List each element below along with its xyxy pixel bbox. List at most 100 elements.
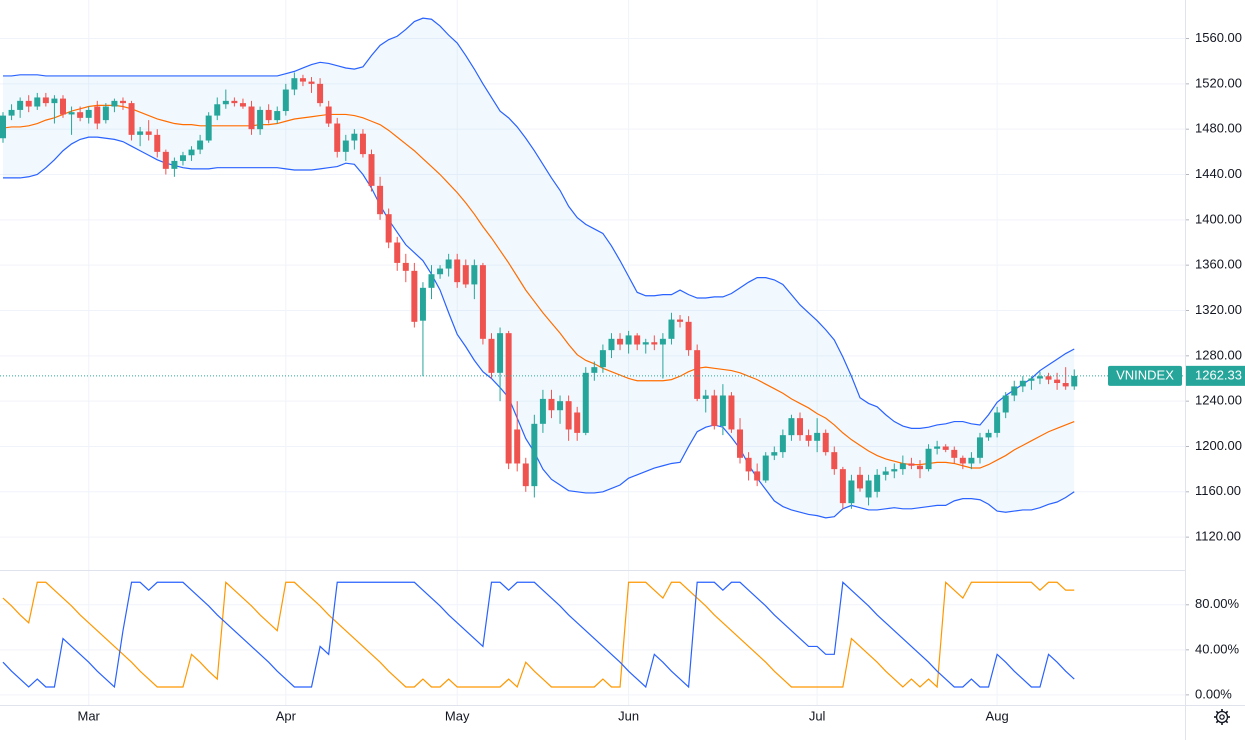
candle-body (599, 350, 606, 368)
candle-body (462, 265, 469, 285)
candle-body (248, 106, 255, 130)
candle-body (8, 109, 15, 116)
candle-body (942, 446, 949, 450)
candle-body (479, 265, 486, 339)
x-tick-label: Jul (809, 708, 826, 723)
candle-body (925, 448, 932, 470)
y-tick-label: 1320.00 (1195, 302, 1242, 317)
indicator-line (2, 580, 1075, 689)
x-tick-label: May (445, 708, 470, 723)
gear-tooth (1215, 710, 1219, 714)
candle-body (0, 115, 6, 139)
candle-body (119, 100, 126, 104)
candle-body (102, 106, 109, 121)
candle-body (377, 185, 384, 215)
candle-body (402, 262, 409, 271)
y-tick-label: 0.00% (1195, 686, 1232, 701)
candle-body (85, 109, 92, 118)
candle-body (771, 452, 778, 456)
candle-body (617, 338, 624, 345)
x-tick-label: Aug (986, 708, 1009, 723)
x-tick-label: Mar (78, 708, 101, 723)
y-tick-label: 1440.00 (1195, 166, 1242, 181)
candle-body (865, 480, 872, 498)
candle-body (719, 395, 726, 427)
candle-body (788, 418, 795, 436)
candle-body (214, 104, 221, 116)
candle-body (548, 398, 555, 411)
candle-body (145, 131, 152, 135)
candle-body (42, 97, 49, 104)
candle-body (985, 432, 992, 438)
candle-body (711, 395, 718, 427)
candle-body (25, 100, 32, 107)
candle-body (1019, 380, 1026, 387)
candle-body (437, 268, 444, 275)
x-tick-label: Jun (618, 708, 639, 723)
candle-body (539, 398, 546, 424)
candle-body (94, 106, 101, 124)
candle-body (916, 465, 923, 470)
last-price-box (1186, 365, 1245, 386)
candle-body (737, 429, 744, 458)
candle-body (299, 78, 306, 82)
candle-body (668, 319, 675, 339)
candle-body (497, 333, 504, 373)
candle-body (128, 103, 135, 135)
candle-body (171, 160, 178, 169)
candle-body (557, 401, 564, 411)
y-tick-label: 1240.00 (1195, 393, 1242, 408)
candle-body (677, 319, 684, 322)
candle-body (839, 469, 846, 504)
candle-body (797, 418, 804, 436)
gear-tooth (1225, 720, 1229, 724)
candle-body (994, 412, 1001, 433)
candle-body (754, 471, 761, 481)
candle-body (745, 457, 752, 472)
y-tick-label: 1560.00 (1195, 30, 1242, 45)
candle-body (359, 133, 366, 155)
candle-body (728, 395, 735, 430)
candle-body (265, 109, 272, 121)
y-tick-label: 1200.00 (1195, 438, 1242, 453)
candle-body (368, 154, 375, 186)
symbol-label: VNINDEX (1116, 367, 1174, 382)
candle-body (694, 350, 701, 399)
settings-button[interactable] (1214, 709, 1230, 725)
candle-body (282, 89, 289, 112)
candle-body (831, 452, 838, 470)
candle-body (848, 480, 855, 504)
y-tick-label: 80.00% (1195, 596, 1240, 611)
candle-body (154, 134, 161, 152)
candle-body (274, 111, 281, 121)
candle-body (882, 471, 889, 475)
candle-body (17, 100, 24, 110)
candle-body (659, 338, 666, 345)
candle-body (531, 423, 538, 487)
candle-body (891, 469, 898, 472)
candle-body (1062, 383, 1069, 387)
candle-body (205, 115, 212, 141)
gear-tooth (1215, 720, 1219, 724)
candle-body (1002, 395, 1009, 413)
candle-body (505, 333, 512, 464)
candle-body (959, 457, 966, 464)
candle-body (522, 463, 529, 487)
candle-body (342, 140, 349, 152)
candle-body (291, 78, 298, 90)
candle-body (137, 131, 144, 135)
candle-body (394, 242, 401, 263)
y-tick-label: 1520.00 (1195, 75, 1242, 90)
candle-body (685, 321, 692, 351)
band-basis (2, 104, 1075, 469)
candle-body (188, 149, 195, 156)
candle-body (111, 100, 118, 107)
candle-body (625, 335, 632, 345)
y-tick-label: 40.00% (1195, 641, 1240, 656)
candle-body (857, 474, 863, 489)
candle-body (68, 112, 75, 115)
candle-body (634, 335, 641, 345)
y-tick-label: 1280.00 (1195, 347, 1242, 362)
